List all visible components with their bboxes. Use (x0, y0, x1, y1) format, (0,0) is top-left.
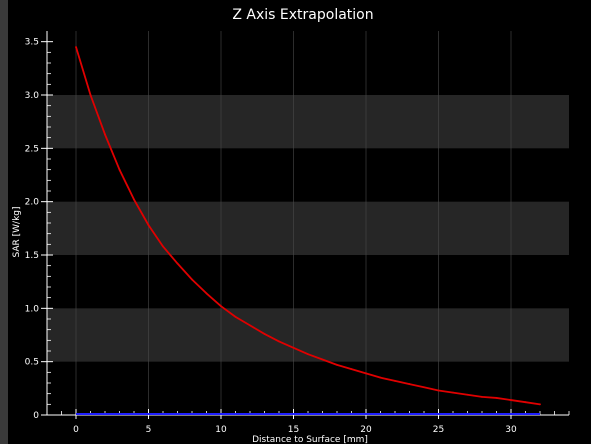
sar-data-point (510, 399, 512, 401)
sar-data-point (75, 46, 77, 48)
sar-data-point (176, 262, 179, 265)
gridlines (75, 31, 512, 415)
sar-data-point (379, 376, 382, 379)
background-band (47, 201, 569, 255)
sar-data-point (437, 389, 440, 392)
y-axis-label: SAR [W/kg] (12, 206, 22, 257)
x-tick-label: 30 (505, 425, 517, 435)
background-band (47, 95, 569, 149)
x-tick-label: 5 (146, 425, 152, 435)
sar-data-point (539, 403, 541, 406)
y-tick-label: 0 (33, 411, 39, 421)
sar-data-point (234, 315, 237, 318)
background-band (47, 31, 569, 42)
x-tick-label: 15 (288, 425, 299, 435)
sar-data-point (263, 333, 266, 335)
sar-data-point (278, 340, 280, 343)
x-tick-label: 10 (215, 425, 227, 435)
sar-data-point (350, 368, 353, 371)
sar-data-point (408, 383, 411, 385)
sar-data-point (89, 94, 92, 96)
sar-data-point (495, 397, 498, 399)
sar-data-point (104, 133, 106, 136)
sar-data-point (336, 363, 338, 366)
sar-data-point (466, 393, 469, 396)
x-tick-label: 0 (73, 425, 79, 435)
sar-data-point (220, 305, 222, 308)
x-tick-label: 25 (433, 425, 444, 435)
background-band (47, 308, 569, 362)
sar-data-point (147, 224, 150, 227)
series-lines (75, 46, 541, 415)
y-tick-label: 1.5 (25, 251, 39, 261)
y-tick-label: 2.5 (25, 144, 39, 154)
sar-data-point (249, 324, 251, 327)
y-tick-label: 1.0 (25, 304, 40, 314)
sar-data-point (321, 358, 324, 361)
y-tick-label: 2.0 (25, 198, 40, 208)
sar-data-point (481, 395, 483, 398)
left-gutter (0, 0, 8, 444)
sar-data-point (191, 278, 193, 281)
y-tick-label: 3.5 (25, 38, 39, 48)
sar-data-point (118, 168, 121, 171)
sar-data-point (524, 401, 527, 404)
sar-data-point (394, 379, 396, 382)
y-tick-label: 0.5 (25, 358, 39, 368)
y-tick-label: 3.0 (25, 91, 40, 101)
sar-data-point (133, 198, 135, 201)
tick-labels: 0 0.5 1.0 1.5 2.0 2.5 3.0 3.5 0 5 10 15 20 25 30 (25, 38, 517, 435)
sar-data-point (365, 372, 367, 375)
background-bands (47, 31, 569, 362)
sar-data-point (205, 292, 208, 295)
chart-title: Z Axis Extrapolation (232, 7, 373, 23)
sar-data-point (292, 346, 295, 349)
sar-data-point (452, 391, 454, 394)
sar-data-point (162, 245, 164, 248)
x-tick-label: 20 (360, 425, 372, 435)
sar-data-point (307, 353, 309, 356)
sar-data-point (423, 386, 425, 389)
x-axis-label: Distance to Surface [mm] (252, 435, 368, 444)
